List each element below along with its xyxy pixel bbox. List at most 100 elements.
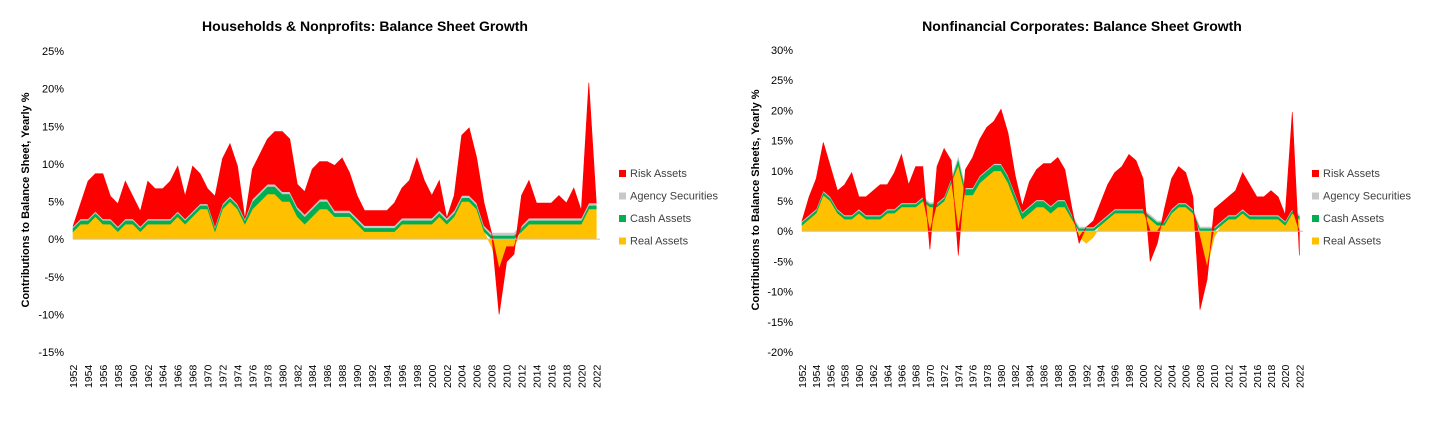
legend-label: Risk Assets [1323, 168, 1380, 180]
x-tick-label: 1978 [982, 364, 994, 388]
x-tick-label: 1988 [1053, 364, 1065, 388]
x-tick-label: 2020 [1280, 364, 1292, 388]
x-tick-label: 1972 [218, 364, 230, 388]
x-tick-label: 1954 [83, 364, 95, 388]
legend-swatch-risk [619, 170, 626, 177]
chart-corporates: Nonfinancial Corporates: Balance Sheet G… [750, 18, 1412, 388]
x-tick-label: 1974 [953, 364, 965, 388]
legend-swatch-cash [1312, 215, 1319, 222]
y-tick-label: -5% [773, 256, 793, 268]
x-tick-label: 2012 [517, 364, 529, 388]
legend-swatch-agency [619, 192, 626, 200]
x-tick-label: 1968 [911, 364, 923, 388]
x-axis: 1952 1954 1956 1958 1960 1962 1964 1966 1968 1970… [797, 364, 1306, 388]
y-tick-label: 0% [48, 234, 64, 246]
x-tick-label: 2000 [1138, 364, 1150, 388]
legend-label: Real Assets [1323, 236, 1382, 248]
legend-label: Cash Assets [1323, 213, 1385, 225]
x-tick-label: 2012 [1223, 364, 1235, 388]
x-tick-label: 1956 [825, 364, 837, 388]
x-tick-label: 2010 [502, 364, 514, 388]
y-axis-label: Contributions to Balance Sheet, Yearly % [20, 92, 32, 307]
x-tick-label: 2004 [457, 364, 469, 388]
x-tick-label: 1976 [968, 364, 980, 388]
x-tick-label: 1992 [367, 364, 379, 388]
x-tick-label: 2010 [1209, 364, 1221, 388]
y-tick-label: 20% [42, 84, 64, 96]
x-tick-label: 1958 [840, 364, 852, 388]
legend-label: Agency Securities [630, 191, 719, 203]
x-tick-label: 1990 [352, 364, 364, 388]
x-tick-label: 2018 [561, 364, 573, 388]
x-tick-label: 2004 [1167, 364, 1179, 388]
x-tick-label: 1952 [797, 364, 809, 388]
legend-label: Real Assets [630, 236, 689, 248]
y-tick-label: -15% [38, 347, 64, 359]
legend-swatch-real [1312, 237, 1319, 245]
x-tick-label: 2016 [1252, 364, 1264, 388]
x-tick-label: 2000 [427, 364, 439, 388]
x-tick-label: 1992 [1081, 364, 1093, 388]
x-tick-label: 1952 [68, 364, 80, 388]
area-risk [72, 82, 597, 315]
legend-label: Risk Assets [630, 168, 687, 180]
legend-swatch-real [619, 237, 626, 245]
x-tick-label: 1960 [854, 364, 866, 388]
x-tick-label: 1988 [337, 364, 349, 388]
x-tick-label: 1966 [173, 364, 185, 388]
x-tick-label: 1998 [1124, 364, 1136, 388]
x-tick-label: 1962 [143, 364, 155, 388]
x-axis: 1952 1954 1956 1958 1960 1962 1964 1966 1968 1970… [68, 364, 603, 388]
x-tick-label: 1960 [128, 364, 140, 388]
x-tick-label: 2016 [546, 364, 558, 388]
x-tick-label: 1994 [382, 364, 394, 388]
x-tick-label: 1972 [939, 364, 951, 388]
y-tick-label: -10% [38, 309, 64, 321]
x-tick-label: 1980 [277, 364, 289, 388]
legend-swatch-risk [1312, 170, 1319, 177]
x-tick-label: 1970 [925, 364, 937, 388]
x-tick-label: 1984 [1024, 364, 1036, 388]
chart-title: Households & Nonprofits: Balance Sheet G… [202, 18, 528, 34]
x-tick-label: 1968 [188, 364, 200, 388]
x-tick-label: 2008 [1195, 364, 1207, 388]
legend-swatch-agency [1312, 192, 1319, 200]
y-tick-label: 30% [771, 45, 793, 57]
x-tick-label: 2014 [1238, 364, 1250, 388]
x-tick-label: 2006 [472, 364, 484, 388]
x-tick-label: 1980 [996, 364, 1008, 388]
y-axis: 30% 25% 20% 15% 10% 5% 0% -5% -10% -15% -20% [767, 45, 793, 359]
legend: Risk Assets Agency Securities Cash Assets R… [619, 168, 719, 248]
x-tick-label: 1982 [1010, 364, 1022, 388]
y-tick-label: -20% [767, 347, 793, 359]
y-tick-label: 25% [771, 75, 793, 87]
legend-label: Cash Assets [630, 213, 692, 225]
y-tick-label: 15% [771, 136, 793, 148]
y-tick-label: -15% [767, 317, 793, 329]
y-tick-label: -10% [767, 287, 793, 299]
x-tick-label: 1984 [307, 364, 319, 388]
y-tick-label: 5% [48, 197, 64, 209]
legend: Risk Assets Agency Securities Cash Assets R… [1312, 168, 1412, 248]
y-axis-label: Contributions to Balance Sheets, Yearly … [750, 89, 762, 310]
chart-households: Households & Nonprofits: Balance Sheet G… [20, 18, 719, 388]
x-tick-label: 2014 [532, 364, 544, 388]
x-tick-label: 1990 [1067, 364, 1079, 388]
x-tick-label: 1986 [322, 364, 334, 388]
x-tick-label: 1962 [868, 364, 880, 388]
x-tick-label: 1966 [897, 364, 909, 388]
x-tick-label: 1976 [247, 364, 259, 388]
x-tick-label: 1982 [292, 364, 304, 388]
x-tick-label: 2022 [1294, 364, 1306, 388]
x-tick-label: 1996 [397, 364, 409, 388]
legend-label: Agency Securities [1323, 191, 1412, 203]
y-tick-label: 20% [771, 105, 793, 117]
plot-area [72, 82, 597, 315]
y-tick-label: 25% [42, 46, 64, 58]
y-tick-label: 0% [777, 226, 793, 238]
x-tick-label: 2008 [487, 364, 499, 388]
x-tick-label: 1996 [1110, 364, 1122, 388]
x-tick-label: 1970 [203, 364, 215, 388]
